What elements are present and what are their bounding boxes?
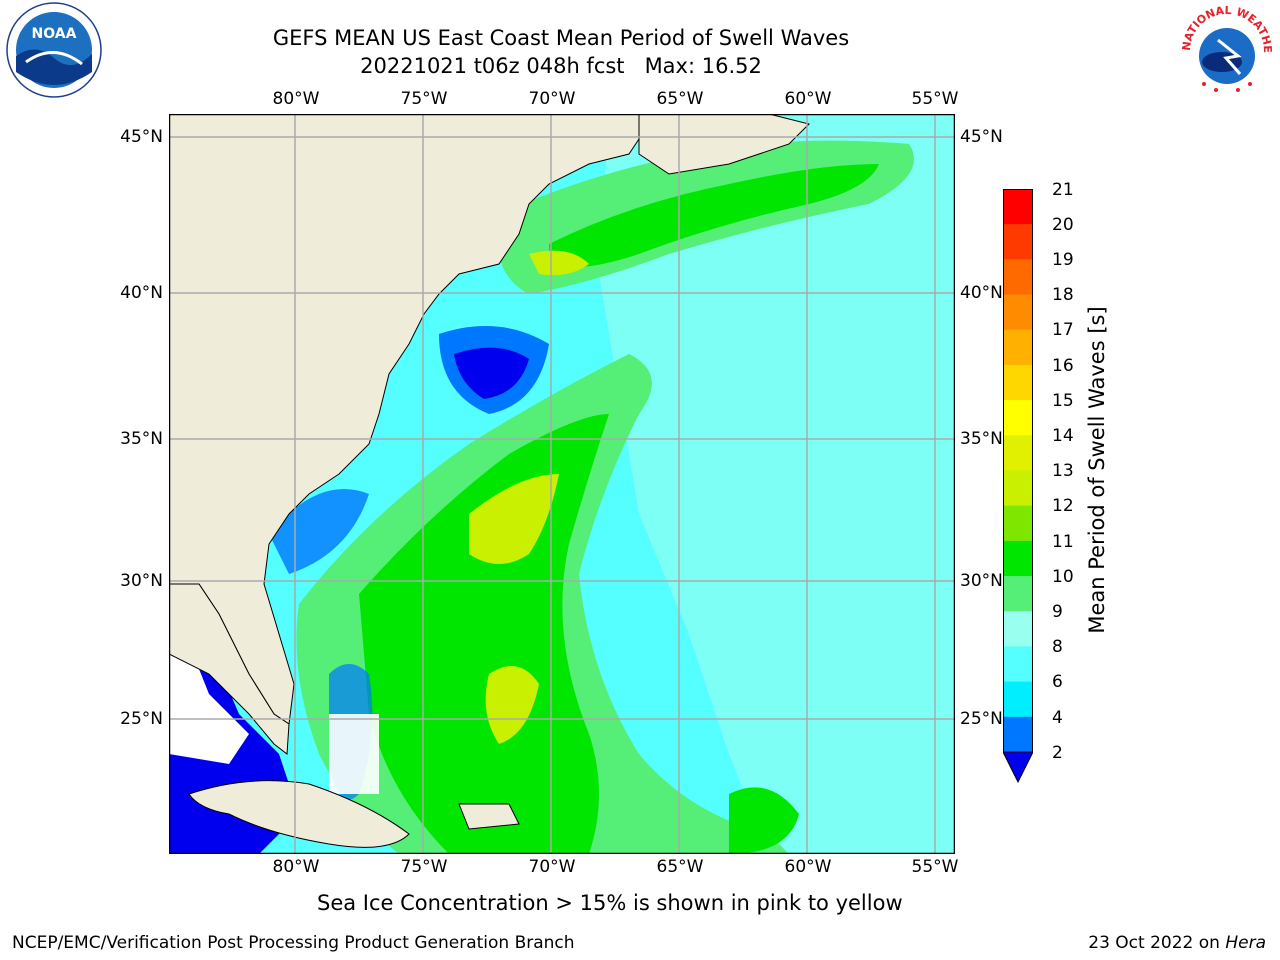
colorbar-segment <box>1003 576 1033 612</box>
lat-tick-right-40n: 40°N <box>960 283 1003 303</box>
lat-tick-left-30n: 30°N <box>120 571 163 591</box>
footer-credit: NCEP/EMC/Verification Post Processing Pr… <box>12 933 575 953</box>
swell-period-map <box>168 113 956 855</box>
nws-logo: NATIONAL WEATHER SERVICE <box>1172 0 1278 102</box>
colorbar-segment <box>1003 470 1033 507</box>
colorbar-segment <box>1003 681 1033 718</box>
colorbar-segments <box>1003 189 1033 753</box>
lat-tick-right-45n: 45°N <box>960 127 1003 147</box>
colorbar-tick-12: 12 <box>1052 496 1074 516</box>
lat-tick-left-25n: 25°N <box>120 709 163 729</box>
colorbar-tick-11: 11 <box>1052 532 1074 552</box>
colorbar-tick-18: 18 <box>1052 285 1074 305</box>
lat-tick-right-30n: 30°N <box>960 571 1003 591</box>
colorbar-segment <box>1003 224 1033 260</box>
lon-tick-top-55w: 55°W <box>911 89 959 109</box>
colorbar-label: Mean Period of Swell Waves [s] <box>1085 306 1109 634</box>
lat-tick-left-35n: 35°N <box>120 429 163 449</box>
lon-tick-bottom-70w: 70°W <box>528 857 576 877</box>
footer-host: Hera <box>1225 933 1266 953</box>
colorbar-segment <box>1003 505 1033 542</box>
colorbar-tick-20: 20 <box>1052 215 1074 235</box>
colorbar-segment <box>1003 611 1033 647</box>
colorbar-tick-17: 17 <box>1052 320 1074 340</box>
lon-tick-bottom-80w: 80°W <box>272 857 320 877</box>
colorbar-segment <box>1003 294 1033 331</box>
colorbar <box>1002 189 1034 784</box>
lat-tick-left-45n: 45°N <box>120 127 163 147</box>
colorbar-tick-13: 13 <box>1052 461 1074 481</box>
lon-tick-top-75w: 75°W <box>400 89 448 109</box>
lon-tick-bottom-75w: 75°W <box>400 857 448 877</box>
colorbar-tick-21: 21 <box>1052 180 1074 200</box>
map-title: GEFS MEAN US East Coast Mean Period of S… <box>272 26 850 50</box>
footer-date: 23 Oct 2022 on Hera <box>1088 933 1266 953</box>
colorbar-segment <box>1003 540 1033 577</box>
colorbar-segment <box>1003 400 1033 436</box>
colorbar-tick-9: 9 <box>1052 602 1063 622</box>
colorbar-tick-6: 6 <box>1052 672 1063 692</box>
colorbar-tick-8: 8 <box>1052 637 1063 657</box>
lon-tick-top-80w: 80°W <box>272 89 320 109</box>
colorbar-segment <box>1003 435 1033 471</box>
colorbar-tick-16: 16 <box>1052 356 1074 376</box>
colorbar-tick-10: 10 <box>1052 567 1074 587</box>
colorbar-segment <box>1003 646 1033 683</box>
lon-tick-bottom-55w: 55°W <box>911 857 959 877</box>
colorbar-tick-4: 4 <box>1052 708 1063 728</box>
colorbar-segment <box>1003 259 1033 296</box>
colorbar-segment <box>1003 329 1033 366</box>
footer-date-text: 23 Oct 2022 on <box>1088 933 1226 953</box>
colorbar-segment <box>1003 364 1033 401</box>
lat-tick-right-35n: 35°N <box>960 429 1003 449</box>
lat-tick-right-25n: 25°N <box>960 709 1003 729</box>
noaa-logo-text: NOAA <box>32 26 77 42</box>
lon-tick-bottom-60w: 60°W <box>784 857 832 877</box>
colorbar-segment <box>1003 189 1033 225</box>
colorbar-extend-triangle <box>1002 751 1034 784</box>
colorbar-tick-19: 19 <box>1052 250 1074 270</box>
lon-tick-top-65w: 65°W <box>656 89 704 109</box>
lon-tick-top-70w: 70°W <box>528 89 576 109</box>
lat-tick-left-40n: 40°N <box>120 283 163 303</box>
map-subtitle: 20221021 t06z 048h fcst Max: 16.52 <box>360 54 762 78</box>
colorbar-segment <box>1003 716 1033 753</box>
sea-ice-note: Sea Ice Concentration > 15% is shown in … <box>317 891 903 915</box>
colorbar-tick-15: 15 <box>1052 391 1074 411</box>
colorbar-tick-14: 14 <box>1052 426 1074 446</box>
noaa-logo: NOAA <box>6 2 102 98</box>
colorbar-tick-2: 2 <box>1052 743 1063 763</box>
lon-tick-top-60w: 60°W <box>784 89 832 109</box>
lon-tick-bottom-65w: 65°W <box>656 857 704 877</box>
